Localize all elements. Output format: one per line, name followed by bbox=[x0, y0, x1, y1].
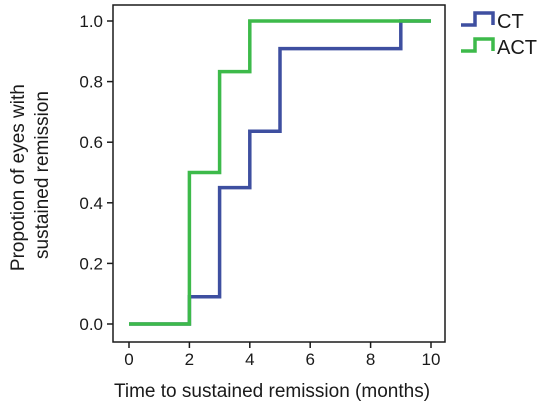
legend: CT ACT bbox=[461, 11, 537, 59]
series-line-ct bbox=[129, 19, 431, 326]
series-line-act bbox=[129, 19, 431, 326]
x-tick-label: 2 bbox=[185, 350, 194, 369]
y-axis-label-line-1: Propotion of eyes with bbox=[8, 84, 29, 271]
y-axis-ticks: 0.0 0.2 0.4 0.6 0.8 1.0 bbox=[79, 12, 113, 334]
y-tick-label: 0.4 bbox=[79, 194, 103, 213]
x-tick-label: 8 bbox=[366, 350, 375, 369]
y-tick-label: 0.6 bbox=[79, 133, 103, 152]
y-axis-label-line-2: sustained remission bbox=[32, 91, 53, 259]
x-axis-ticks: 0 2 4 6 8 10 bbox=[124, 342, 440, 369]
legend-label-act: ACT bbox=[497, 37, 537, 59]
plot-frame bbox=[112, 4, 446, 343]
x-axis-label: Time to sustained remission (months) bbox=[114, 381, 430, 402]
y-axis-label: Propotion of eyes with sustained remissi… bbox=[8, 79, 53, 271]
x-tick-label: 4 bbox=[245, 350, 254, 369]
x-tick-label: 6 bbox=[305, 350, 314, 369]
y-tick-label: 1.0 bbox=[79, 12, 103, 31]
y-tick-label: 0.2 bbox=[79, 254, 103, 273]
x-tick-label: 10 bbox=[422, 350, 441, 369]
y-tick-label: 0.0 bbox=[79, 315, 103, 334]
legend-swatch-ct bbox=[461, 11, 495, 27]
legend-swatch-act bbox=[461, 37, 495, 53]
x-tick-label: 0 bbox=[124, 350, 133, 369]
legend-label-ct: CT bbox=[497, 11, 524, 33]
series-layer bbox=[129, 19, 431, 326]
y-tick-label: 0.8 bbox=[79, 73, 103, 92]
